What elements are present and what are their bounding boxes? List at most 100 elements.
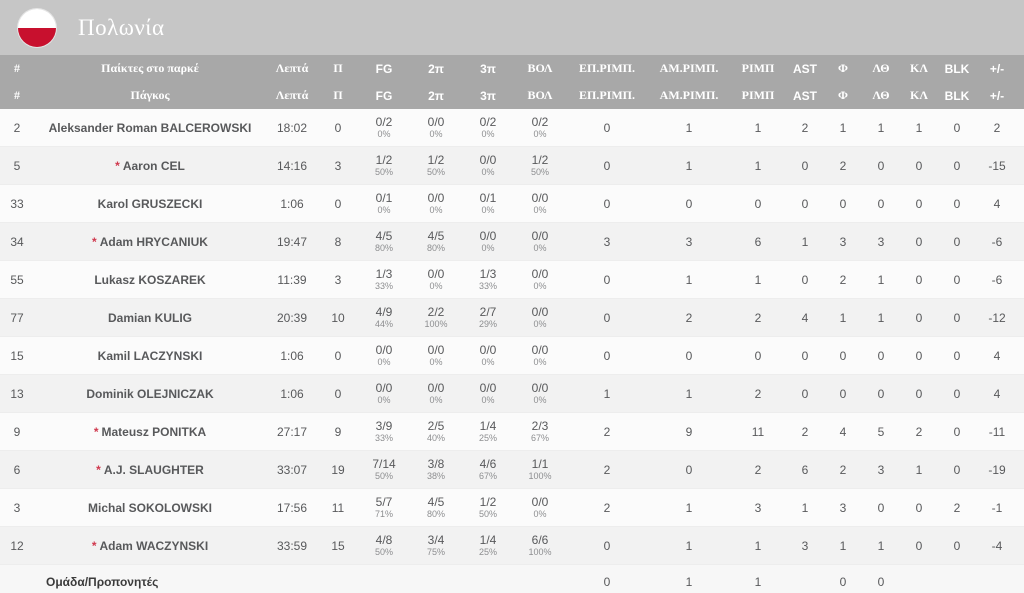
table-row[interactable]: 13 Dominik OLEJNICZAK 1:06 0 0/0 0% 0/0 0% 0/0 0%… bbox=[0, 374, 1024, 414]
player-name[interactable]: Lukasz KOSZAREK bbox=[34, 260, 266, 300]
player-defensive-rebounds: 1 bbox=[648, 526, 730, 566]
table-row[interactable]: 15 Kamil LACZYNSKI 1:06 0 0/0 0% 0/0 0% 0/0 0% 0/0… bbox=[0, 336, 1024, 376]
player-name[interactable]: * Mateusz PONITKA bbox=[34, 412, 266, 452]
header-bench-def-rebounds[interactable]: ΑΜ.ΡΙΜΠ. bbox=[659, 88, 719, 102]
player-name[interactable]: * Aaron CEL bbox=[34, 146, 266, 186]
header-bench-points[interactable]: Π bbox=[333, 88, 343, 102]
player-free-throws-made: 0/2 bbox=[531, 115, 549, 129]
player-three-pointers: 0/0 0% bbox=[462, 336, 514, 376]
header-bench-three-point[interactable]: 3π bbox=[480, 88, 496, 103]
player-two-pointers-made: 3/4 bbox=[427, 533, 445, 548]
player-name[interactable]: Aleksander Roman BALCEROWSKI bbox=[34, 109, 266, 148]
team-row-fouls-drawn: 0 bbox=[862, 564, 900, 593]
player-blocks: 0 bbox=[938, 336, 976, 376]
table-row[interactable]: 3 Michal SOKOLOWSKI 17:56 11 5/7 71% 4/5 80% 1/2… bbox=[0, 488, 1024, 528]
header-bench-off-rebounds[interactable]: ΕΠ.ΡΙΜΠ. bbox=[579, 88, 635, 102]
player-points: 9 bbox=[318, 412, 358, 452]
header-plus-minus[interactable]: +/- bbox=[989, 61, 1005, 76]
header-bench-fouls-drawn[interactable]: ΛΘ bbox=[872, 88, 890, 102]
player-name[interactable]: Kamil LACZYNSKI bbox=[34, 336, 266, 376]
table-row[interactable]: 2 Aleksander Roman BALCEROWSKI 18:02 0 0/2 0%… bbox=[0, 109, 1024, 148]
team-row-steals bbox=[900, 564, 938, 593]
player-free-throws: 1/1 100% bbox=[514, 450, 566, 490]
player-name[interactable]: Damian KULIG bbox=[34, 298, 266, 338]
header-assists[interactable]: AST bbox=[793, 61, 817, 76]
player-field-goals-percent: 0% bbox=[377, 128, 391, 139]
player-points: 0 bbox=[318, 374, 358, 414]
table-row[interactable]: 12 * Adam WACZYNSKI 33:59 15 4/8 50% 3/4 75% 1/4 2… bbox=[0, 526, 1024, 566]
header-efficiency[interactable]: EFF bbox=[1018, 55, 1024, 82]
player-minutes: 1:06 bbox=[266, 374, 318, 414]
table-row[interactable]: 34 * Adam HRYCANIUK 19:47 8 4/5 80% 4/5 80% 0/0 0%… bbox=[0, 222, 1024, 262]
table-row[interactable]: 6 * A.J. SLAUGHTER 33:07 19 7/14 50% 3/8 38% 4/6 6… bbox=[0, 450, 1024, 490]
player-blocks: 0 bbox=[938, 184, 976, 224]
player-defensive-rebounds: 0 bbox=[648, 450, 730, 490]
header-blocks[interactable]: BLK bbox=[944, 61, 970, 76]
player-name[interactable]: Michal SOKOLOWSKI bbox=[34, 488, 266, 528]
header-bench-fouls[interactable]: Φ bbox=[838, 88, 848, 102]
player-three-pointers-made: 1/2 bbox=[479, 495, 497, 510]
header-free-throws[interactable]: ΒΟΛ bbox=[527, 61, 553, 75]
header-def-rebounds[interactable]: ΑΜ.ΡΙΜΠ. bbox=[659, 61, 719, 75]
player-field-goals: 5/7 71% bbox=[358, 488, 410, 528]
header-tot-rebounds[interactable]: ΡΙΜΠ bbox=[741, 61, 775, 75]
player-name[interactable]: * Adam HRYCANIUK bbox=[34, 222, 266, 262]
player-free-throws-percent: 100% bbox=[528, 546, 552, 557]
player-name[interactable]: * Adam WACZYNSKI bbox=[34, 526, 266, 566]
header-points[interactable]: Π bbox=[333, 61, 343, 75]
player-fouls-drawn: 0 bbox=[862, 374, 900, 414]
player-two-pointers-made: 4/5 bbox=[427, 229, 445, 244]
header-players[interactable]: Παίκτες στο παρκέ bbox=[101, 61, 199, 75]
player-steals: 0 bbox=[900, 526, 938, 566]
player-field-goals-percent: 50% bbox=[374, 546, 393, 557]
team-row-assists bbox=[786, 564, 824, 593]
header-bench-number[interactable]: # bbox=[14, 88, 20, 102]
player-name[interactable]: * A.J. SLAUGHTER bbox=[34, 450, 266, 490]
player-three-pointers-percent: 0% bbox=[481, 128, 495, 139]
player-field-goals-made: 3/9 bbox=[375, 419, 393, 434]
header-row-bench: # Πάγκος Λεπτά Π FG 2π 3π ΒΟΛ ΕΠ.ΡΙΜΠ. Α… bbox=[0, 82, 1024, 109]
player-offensive-rebounds: 3 bbox=[566, 222, 648, 262]
player-assists: 0 bbox=[786, 374, 824, 414]
header-steals[interactable]: ΚΛ bbox=[910, 61, 928, 75]
player-field-goals-percent: 0% bbox=[377, 356, 391, 367]
player-fouls: 1 bbox=[824, 298, 862, 338]
header-number[interactable]: # bbox=[14, 61, 20, 75]
header-bench-two-point[interactable]: 2π bbox=[428, 88, 444, 103]
player-name[interactable]: Dominik OLEJNICZAK bbox=[34, 374, 266, 414]
header-bench-plus-minus[interactable]: +/- bbox=[989, 88, 1005, 103]
player-jersey-number: 12 bbox=[0, 526, 34, 566]
player-field-goals-made: 1/3 bbox=[375, 267, 393, 282]
player-free-throws-percent: 0% bbox=[533, 204, 547, 215]
header-bench-tot-rebounds[interactable]: ΡΙΜΠ bbox=[741, 88, 775, 102]
player-jersey-number: 9 bbox=[0, 412, 34, 452]
table-row[interactable]: 5 * Aaron CEL 14:16 3 1/2 50% 1/2 50% 0/0 0% 1/2 50%… bbox=[0, 146, 1024, 186]
header-bench-players[interactable]: Πάγκος bbox=[130, 88, 170, 102]
header-bench-efficiency[interactable]: EFF bbox=[1018, 82, 1024, 109]
header-bench-free-throws[interactable]: ΒΟΛ bbox=[527, 88, 553, 102]
player-blocks: 0 bbox=[938, 109, 976, 148]
header-fouls[interactable]: Φ bbox=[838, 61, 848, 75]
player-free-throws-percent: 0% bbox=[533, 280, 547, 291]
header-off-rebounds[interactable]: ΕΠ.ΡΙΜΠ. bbox=[579, 61, 635, 75]
header-minutes[interactable]: Λεπτά bbox=[275, 61, 309, 75]
player-two-pointers-made: 4/5 bbox=[427, 495, 445, 510]
player-fouls: 0 bbox=[824, 184, 862, 224]
header-fouls-drawn[interactable]: ΛΘ bbox=[872, 61, 890, 75]
header-bench-minutes[interactable]: Λεπτά bbox=[275, 88, 309, 102]
table-row[interactable]: 55 Lukasz KOSZAREK 11:39 3 1/3 33% 0/0 0% 1/3 33%… bbox=[0, 260, 1024, 300]
table-row[interactable]: 77 Damian KULIG 20:39 10 4/9 44% 2/2 100% 2/7 29%… bbox=[0, 298, 1024, 338]
player-defensive-rebounds: 9 bbox=[648, 412, 730, 452]
header-fg[interactable]: FG bbox=[375, 61, 393, 76]
table-row[interactable]: 9 * Mateusz PONITKA 27:17 9 3/9 33% 2/5 40% 1/4 25… bbox=[0, 412, 1024, 452]
header-bench-fg[interactable]: FG bbox=[375, 88, 393, 103]
header-two-point[interactable]: 2π bbox=[428, 61, 444, 76]
player-total-rebounds: 2 bbox=[730, 298, 786, 338]
header-three-point[interactable]: 3π bbox=[480, 61, 496, 76]
header-bench-blocks[interactable]: BLK bbox=[944, 88, 970, 103]
player-minutes: 17:56 bbox=[266, 488, 318, 528]
player-name[interactable]: Karol GRUSZECKI bbox=[34, 184, 266, 224]
header-bench-steals[interactable]: ΚΛ bbox=[910, 88, 928, 102]
header-bench-assists[interactable]: AST bbox=[793, 88, 817, 103]
table-row[interactable]: 33 Karol GRUSZECKI 1:06 0 0/1 0% 0/0 0% 0/1 0% 0/0… bbox=[0, 184, 1024, 224]
